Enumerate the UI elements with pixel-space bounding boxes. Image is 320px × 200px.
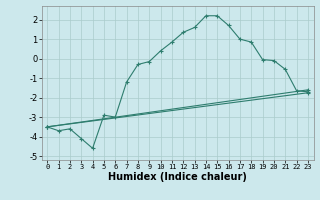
X-axis label: Humidex (Indice chaleur): Humidex (Indice chaleur) bbox=[108, 172, 247, 182]
